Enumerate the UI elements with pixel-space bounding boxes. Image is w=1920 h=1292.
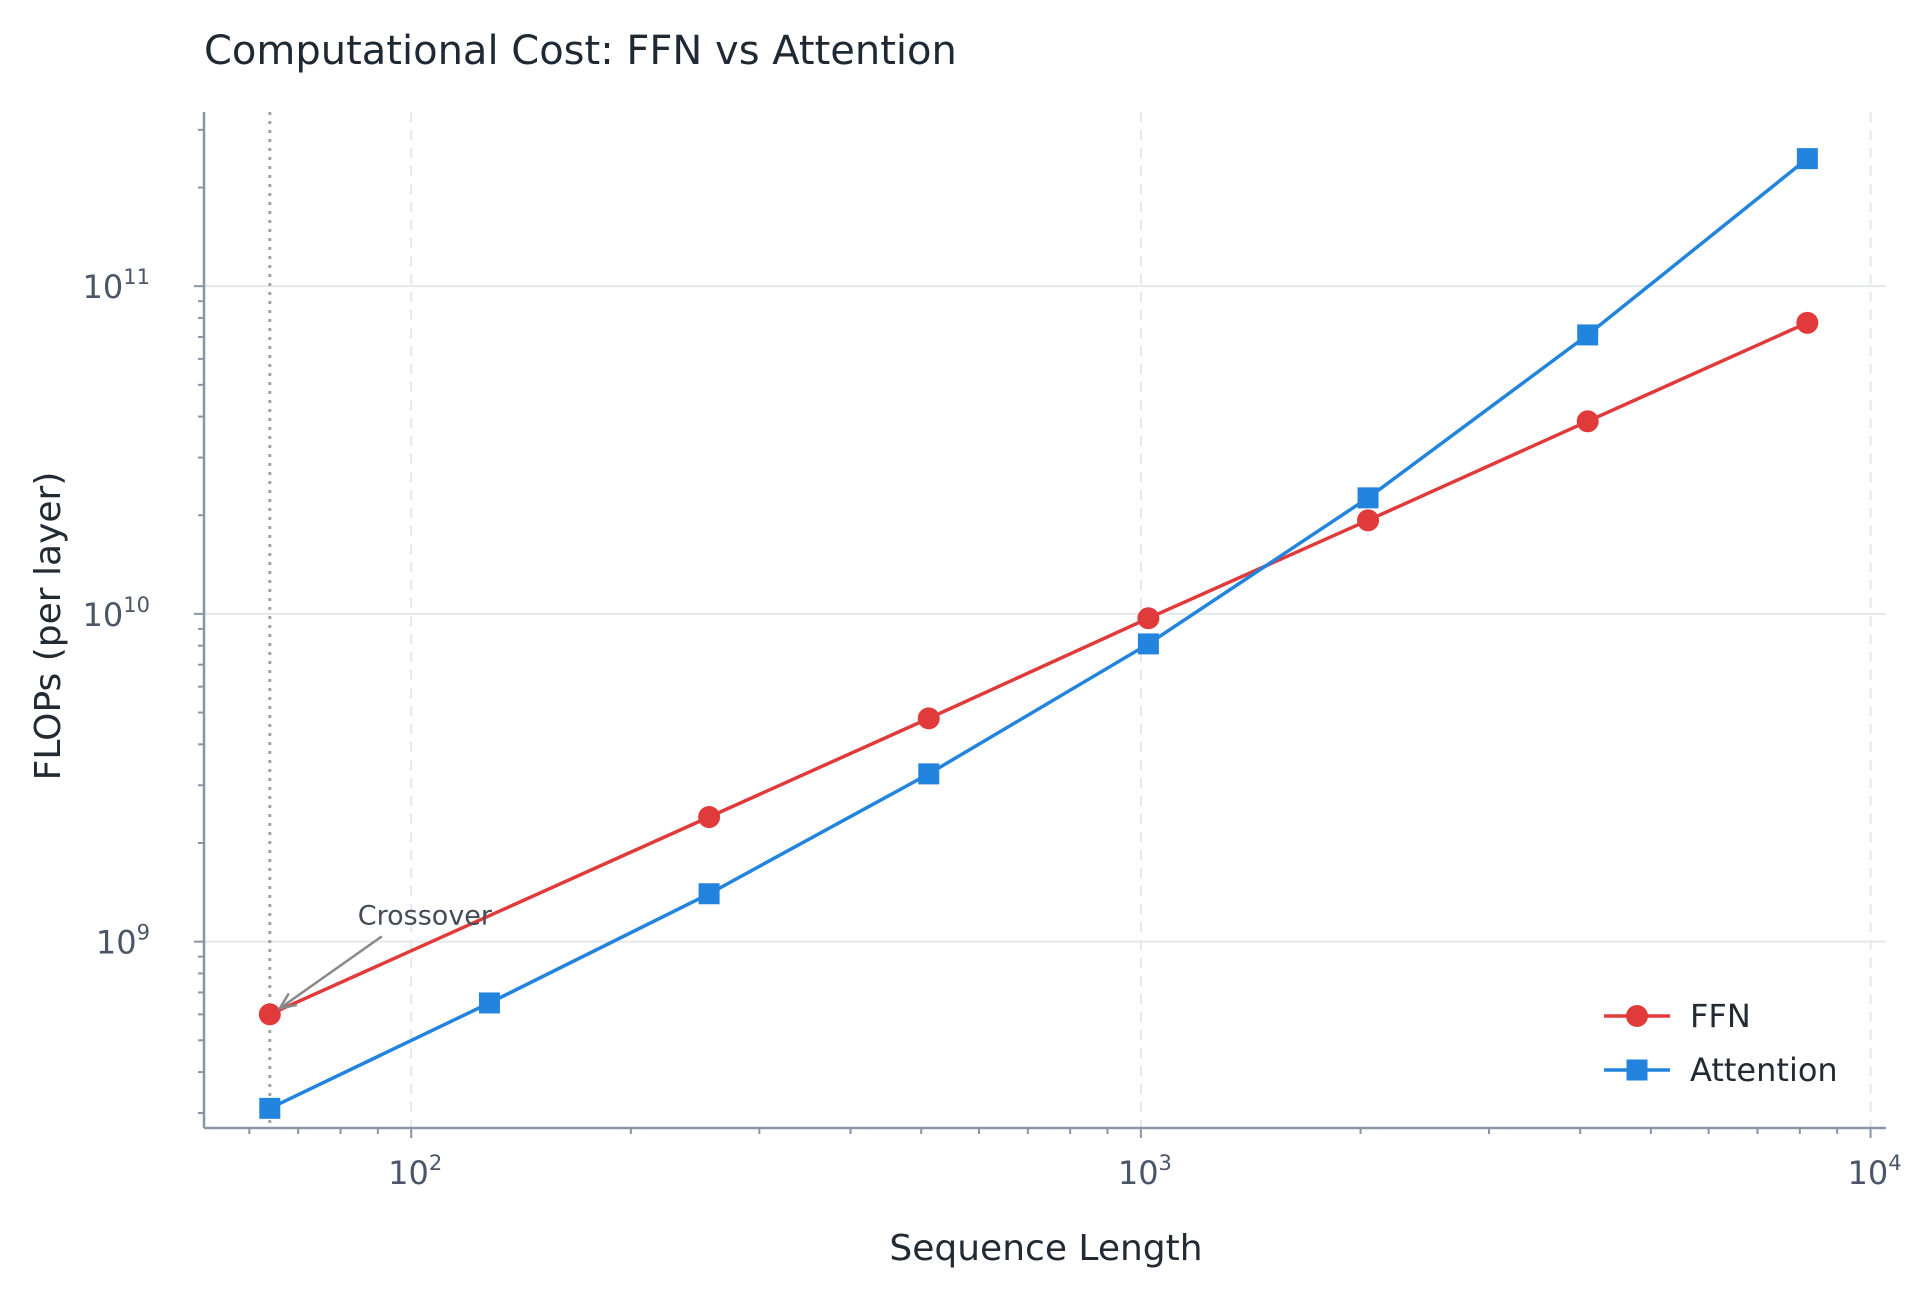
- ffn-point: [698, 806, 721, 829]
- ffn-point: [258, 1003, 281, 1026]
- chart-title: Computational Cost: FFN vs Attention: [204, 28, 957, 74]
- attention-point: [1577, 324, 1599, 346]
- annotation-arrowhead: [277, 992, 298, 1011]
- attention-point: [918, 763, 940, 785]
- y-tick-label-1: 1010: [83, 593, 150, 634]
- attention-point: [1796, 148, 1818, 170]
- x-tick-label-0: 102: [388, 1151, 442, 1192]
- ffn-point: [1137, 607, 1160, 630]
- x-tick-label-1: 103: [1118, 1151, 1172, 1192]
- series-group: [258, 148, 1819, 1119]
- attention-point: [478, 992, 500, 1014]
- ffn-point: [917, 707, 940, 730]
- y-tick-label-2: 1011: [83, 265, 150, 306]
- legend-attention-marker: [1626, 1059, 1648, 1081]
- attention-point: [1137, 633, 1159, 655]
- ticks: 109 1010 1011 102 103 104: [83, 128, 1902, 1192]
- attention-point: [698, 883, 720, 905]
- y-tick-label-0: 109: [96, 921, 150, 962]
- ffn-point: [1357, 509, 1380, 532]
- attention-point: [259, 1097, 281, 1119]
- legend-ffn-label: FFN: [1690, 997, 1751, 1035]
- legend: FFN Attention: [1604, 997, 1838, 1089]
- annotation-arrow-line: [279, 935, 383, 1010]
- x-axis-label: Sequence Length: [889, 1228, 1202, 1269]
- ffn-line: [269, 321, 1809, 1016]
- attention-point: [1357, 487, 1379, 509]
- ffn-point: [1796, 311, 1819, 334]
- ffn-point: [1576, 410, 1599, 433]
- legend-attention-label: Attention: [1690, 1051, 1838, 1089]
- axes: [202, 112, 1886, 1130]
- annotation: Crossover: [277, 900, 493, 1011]
- y-axis-label: FLOPs (per layer): [28, 472, 69, 781]
- annotation-label: Crossover: [358, 900, 493, 931]
- x-tick-label-2: 104: [1847, 1151, 1901, 1192]
- legend-ffn-marker: [1626, 1005, 1648, 1027]
- grid: [204, 112, 1886, 1128]
- attention-line: [269, 157, 1809, 1110]
